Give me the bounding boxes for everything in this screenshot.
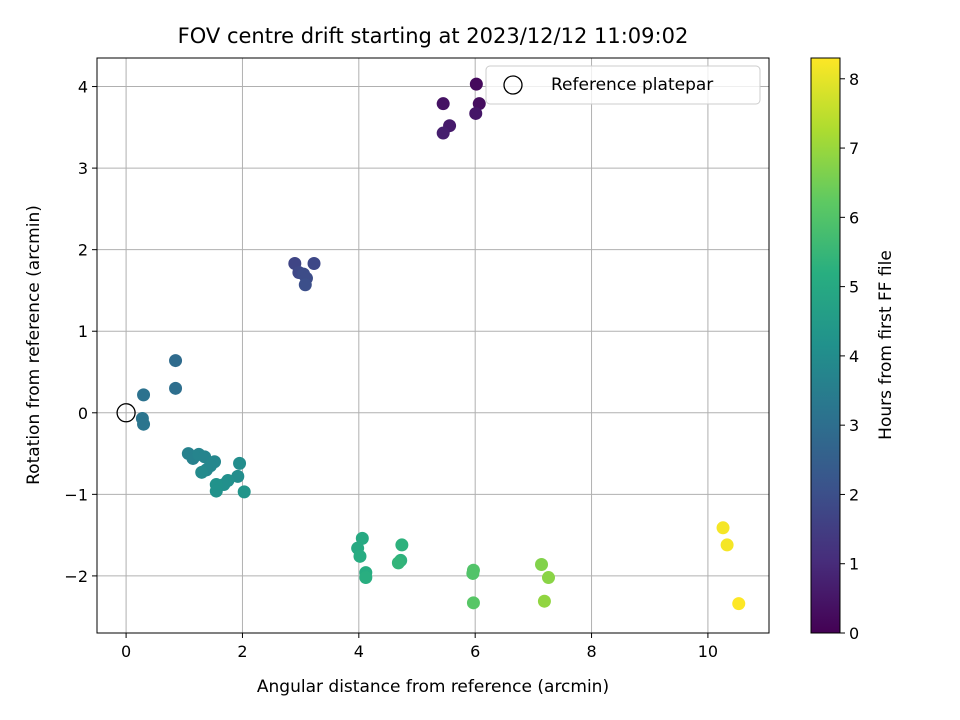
data-point xyxy=(535,557,549,571)
x-tick-label: 10 xyxy=(698,642,718,661)
plot-frame xyxy=(96,57,770,634)
colorbar-tick-label: 0 xyxy=(849,624,859,643)
x-tick-label: 8 xyxy=(586,642,596,661)
data-points xyxy=(135,77,746,611)
data-point xyxy=(466,596,480,610)
y-tick-label: 0 xyxy=(78,404,88,423)
data-point xyxy=(359,571,373,585)
colorbar-tick-label: 6 xyxy=(849,208,859,227)
colorbar-tick-label: 4 xyxy=(849,347,859,366)
data-point xyxy=(716,521,730,535)
colorbar-tick-label: 2 xyxy=(849,485,859,504)
data-point xyxy=(137,417,151,431)
data-point xyxy=(469,106,483,120)
legend-marker xyxy=(503,75,523,95)
data-point xyxy=(169,381,183,395)
data-point xyxy=(233,456,247,470)
y-tick-label: 4 xyxy=(78,78,88,97)
reference-marker xyxy=(116,403,136,423)
data-point xyxy=(231,469,245,483)
data-point xyxy=(395,538,409,552)
data-point xyxy=(209,484,223,498)
data-point xyxy=(307,257,321,271)
legend: Reference platepar xyxy=(485,65,761,105)
x-axis-ticks: 0 2 4 6 8 10 xyxy=(121,633,718,661)
y-axis-label: Rotation from reference (arcmin) xyxy=(24,205,44,485)
legend-box xyxy=(485,65,761,105)
data-point xyxy=(137,388,151,402)
x-tick-label: 2 xyxy=(237,642,247,661)
data-point xyxy=(195,465,209,479)
data-point xyxy=(469,77,483,91)
x-tick-label: 6 xyxy=(470,642,480,661)
y-tick-label: 3 xyxy=(78,159,88,178)
data-point xyxy=(298,278,312,292)
y-tick-label: −2 xyxy=(64,567,88,586)
y-tick-label: 2 xyxy=(78,241,88,260)
x-tick-label: 0 xyxy=(121,642,131,661)
data-point xyxy=(355,531,369,545)
y-tick-label: 1 xyxy=(78,322,88,341)
colorbar-tick-label: 7 xyxy=(849,139,859,158)
colorbar: 0 1 2 3 4 5 6 7 8 Hours from first FF file xyxy=(810,57,896,643)
y-axis-ticks: −2 −1 0 1 2 3 4 xyxy=(64,78,97,586)
data-point xyxy=(436,126,450,140)
data-point xyxy=(237,485,251,499)
x-tick-label: 4 xyxy=(354,642,364,661)
data-point xyxy=(472,97,486,111)
colorbar-label: Hours from first FF file xyxy=(876,250,896,440)
data-point xyxy=(537,594,551,608)
colorbar-tick-label: 5 xyxy=(849,278,859,297)
data-point xyxy=(720,538,734,552)
data-point xyxy=(436,97,450,111)
data-point xyxy=(169,354,183,368)
colorbar-tick-label: 1 xyxy=(849,555,859,574)
chart-title: FOV centre drift starting at 2023/12/12 … xyxy=(178,24,689,48)
legend-entry: Reference platepar xyxy=(551,75,713,95)
colorbar-ticks: 0 1 2 3 4 5 6 7 8 xyxy=(840,70,859,643)
data-point xyxy=(732,597,746,611)
grid xyxy=(97,58,769,633)
colorbar-gradient xyxy=(810,57,841,634)
y-tick-label: −1 xyxy=(64,485,88,504)
data-point xyxy=(541,571,555,585)
data-point xyxy=(353,549,367,563)
colorbar-tick-label: 8 xyxy=(849,70,859,89)
data-point xyxy=(391,556,405,570)
data-point xyxy=(466,566,480,580)
colorbar-tick-label: 3 xyxy=(849,416,859,435)
x-axis-label: Angular distance from reference (arcmin) xyxy=(257,677,609,697)
